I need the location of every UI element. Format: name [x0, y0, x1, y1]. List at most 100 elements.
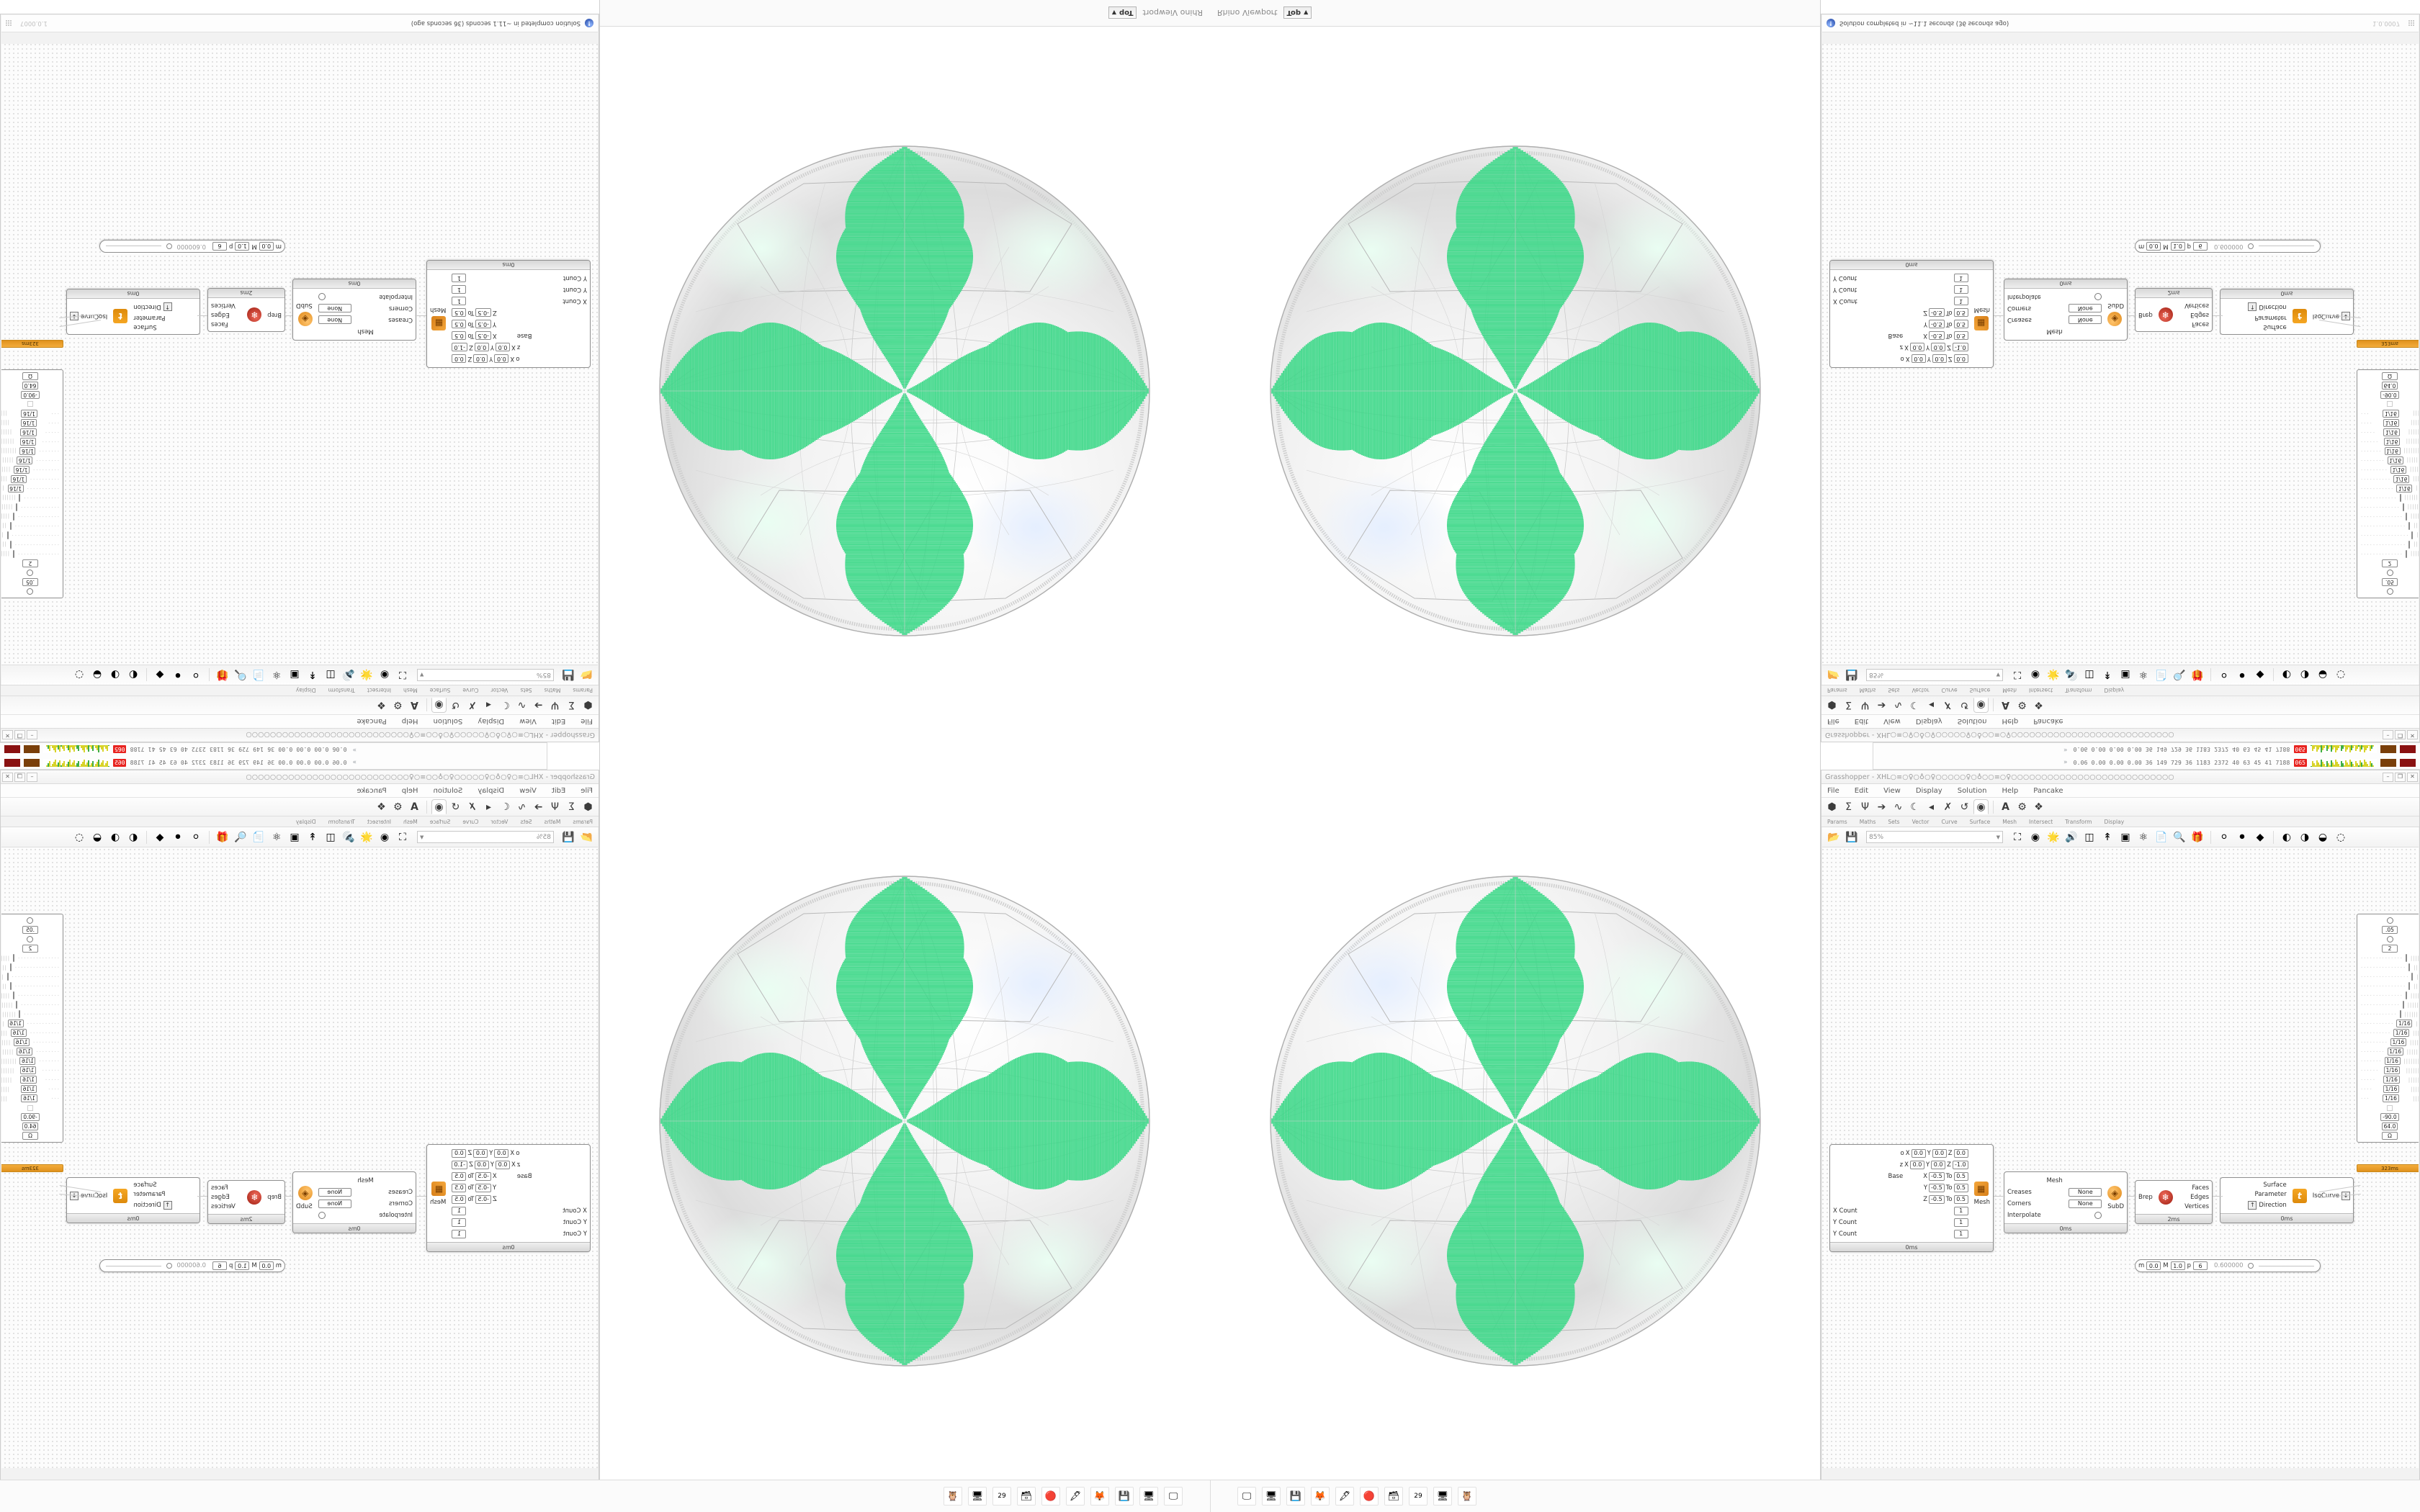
- param-toggle[interactable]: [2386, 570, 2393, 576]
- param-row[interactable]: ····· 1/16 |||||: [1, 428, 60, 436]
- save-disk-icon[interactable]: 💾: [562, 831, 575, 843]
- param-value-field[interactable]: 1/16: [2383, 428, 2400, 436]
- param-toggle[interactable]: [27, 936, 34, 942]
- iso-direction-arrow-icon[interactable]: ↑: [163, 302, 172, 312]
- box-zaxis-x[interactable]: 0.0: [1909, 343, 1924, 352]
- hexagon-params-icon[interactable]: ⬢: [1827, 801, 1837, 813]
- tab-surface[interactable]: Surface: [429, 687, 451, 694]
- rhino-3d-scene[interactable]: [599, 27, 1210, 756]
- param-blank-field[interactable]: [19, 1010, 21, 1018]
- box-domain-x-to[interactable]: 0.5: [452, 331, 467, 341]
- tab-params[interactable]: Params: [573, 818, 593, 825]
- param-row[interactable]: ··· 1/16 |||: [1, 1094, 60, 1102]
- intersect-icon[interactable]: ✗: [467, 699, 477, 711]
- param-value-field[interactable]: 1/16: [14, 1038, 30, 1046]
- intersect-icon[interactable]: ✗: [1943, 699, 1953, 711]
- curve-icon[interactable]: ∿: [517, 801, 526, 813]
- grasshopper-canvas[interactable]: o X 0.0 Y 0.0 Z 0.0 z X 0.0 Y 0.0 Z -1.0 B: [1822, 44, 2419, 685]
- tab-maths[interactable]: Maths: [1859, 818, 1876, 825]
- param-row[interactable]: 64.0: [1, 382, 60, 390]
- param-row[interactable]: [2360, 569, 2419, 577]
- param-value-field[interactable]: -90.0: [21, 391, 40, 399]
- param-blank-field[interactable]: [9, 963, 12, 971]
- shade-red-icon[interactable]: ◆: [156, 831, 164, 843]
- param-row[interactable]: ······ 1/16 ||||||: [2360, 1066, 2419, 1074]
- param-blank-field[interactable]: [2408, 963, 2411, 971]
- tab-vector[interactable]: Vector: [1912, 818, 1930, 825]
- tab-intersect[interactable]: Intersect: [367, 818, 392, 825]
- menu-help[interactable]: Help: [401, 786, 418, 795]
- param-row[interactable]: ··············· |||||||||||||||||: [2360, 541, 2419, 549]
- display-eye-icon[interactable]: ◉: [431, 698, 447, 713]
- document-icon[interactable]: 📄: [252, 669, 265, 681]
- param-row[interactable]: ·············· ||||||||||||||: [2360, 513, 2419, 521]
- tab-maths[interactable]: Maths: [544, 818, 561, 825]
- param-row[interactable]: [1, 1104, 60, 1112]
- share-icon[interactable]: ↟: [2103, 669, 2112, 681]
- param-value-field[interactable]: .05: [22, 926, 38, 934]
- screen-share-icon[interactable]: 🖵: [1237, 1487, 1256, 1506]
- preview-green-icon[interactable]: ◑: [2300, 669, 2310, 681]
- preview-teal-icon[interactable]: ◐: [2282, 831, 2292, 843]
- param-row[interactable]: ······· 1/16 |||||||: [1, 447, 60, 455]
- cluster-icon[interactable]: ◫: [326, 831, 336, 843]
- param-value-field[interactable]: 64.0: [22, 382, 39, 390]
- sprout-sets-icon[interactable]: Ψ: [550, 801, 560, 813]
- shade-white-icon[interactable]: ⚪: [2220, 669, 2228, 681]
- search-icon[interactable]: 🔍: [234, 669, 247, 681]
- param-value-field[interactable]: 1/16: [7, 485, 24, 492]
- transform-icon[interactable]: ↺: [451, 801, 460, 813]
- archive-icon[interactable]: 🗃: [1384, 1487, 1403, 1506]
- box-domain-x-to[interactable]: 0.5: [1953, 1171, 1968, 1181]
- box-xcount-value[interactable]: 1: [452, 1206, 467, 1215]
- slider-prec-value[interactable]: 6: [212, 242, 227, 251]
- param-row[interactable]: -90.0: [1, 1113, 60, 1121]
- tab-display[interactable]: Display: [2104, 818, 2125, 825]
- kangaroo-icon[interactable]: ❖: [377, 801, 386, 813]
- slider-handle[interactable]: [2247, 243, 2254, 249]
- param-toggle[interactable]: [27, 570, 34, 576]
- minimize-button[interactable]: –: [2383, 730, 2393, 740]
- slider-max-value[interactable]: 1.0: [2170, 1261, 2185, 1270]
- resize-grip[interactable]: [6, 20, 12, 27]
- param-value-field[interactable]: 64.0: [2381, 1122, 2398, 1130]
- slider-handle[interactable]: [166, 243, 173, 249]
- archive-icon[interactable]: 🗃: [1017, 1487, 1036, 1506]
- selection-icon[interactable]: ◌: [2336, 669, 2346, 681]
- param-row[interactable]: ···· 1/16 ||||: [1, 419, 60, 427]
- component-brep[interactable]: Brep ❄ Faces Edges Vertices 2ms: [207, 1180, 285, 1224]
- minimize-button[interactable]: –: [2383, 772, 2393, 782]
- box-domain-z-from[interactable]: -0.5: [475, 308, 491, 318]
- menu-display[interactable]: Display: [478, 786, 505, 795]
- param-value-field[interactable]: .05: [2382, 578, 2398, 586]
- menu-edit[interactable]: Edit: [1854, 717, 1869, 726]
- param-blank-field[interactable]: [9, 982, 12, 990]
- box-ycount-value[interactable]: 1: [1953, 1218, 1968, 1227]
- transform-icon[interactable]: ↺: [1960, 699, 1969, 711]
- chevron-down-icon[interactable]: ▼: [420, 834, 424, 840]
- param-row[interactable]: ·········1/16|||||||||: [1, 1038, 60, 1046]
- preview-teal-icon[interactable]: ◐: [128, 669, 138, 681]
- arrow-vector-icon[interactable]: ➔: [534, 699, 543, 711]
- arrow-vector-icon[interactable]: ➔: [1877, 699, 1886, 711]
- param-value-field[interactable]: 1/16: [19, 1057, 36, 1065]
- box-origin-y[interactable]: 0.0: [473, 354, 488, 364]
- component-isocurve[interactable]: Surface Parameter ↑ Direction t IsoCurve: [66, 289, 200, 335]
- maximize-button[interactable]: ❐: [14, 730, 25, 740]
- kangaroo-icon[interactable]: ❖: [377, 699, 386, 711]
- display-settings-icon[interactable]: 🖥: [968, 1487, 987, 1506]
- menu-file[interactable]: File: [581, 786, 593, 795]
- param-value-field[interactable]: 1/16: [2393, 1029, 2410, 1037]
- preview-eye-icon[interactable]: ◉: [2030, 669, 2040, 681]
- param-blank-field[interactable]: [2408, 982, 2411, 990]
- param-row[interactable]: ···········1/16|||||||||||: [1, 485, 60, 492]
- calculator-29-icon[interactable]: 29: [1409, 1487, 1428, 1506]
- tab-vector[interactable]: Vector: [490, 687, 508, 694]
- param-row[interactable]: 64.0: [2360, 1122, 2419, 1130]
- param-row[interactable]: ···· 1/16 ||||: [2360, 1085, 2419, 1093]
- preview-green-icon[interactable]: ◑: [2300, 831, 2310, 843]
- param-toggle[interactable]: [2386, 588, 2393, 595]
- curve-icon[interactable]: ∿: [1894, 699, 1903, 711]
- firefox-icon[interactable]: 🦊: [1311, 1487, 1330, 1506]
- box-zcount-value[interactable]: 1: [1953, 1229, 1968, 1238]
